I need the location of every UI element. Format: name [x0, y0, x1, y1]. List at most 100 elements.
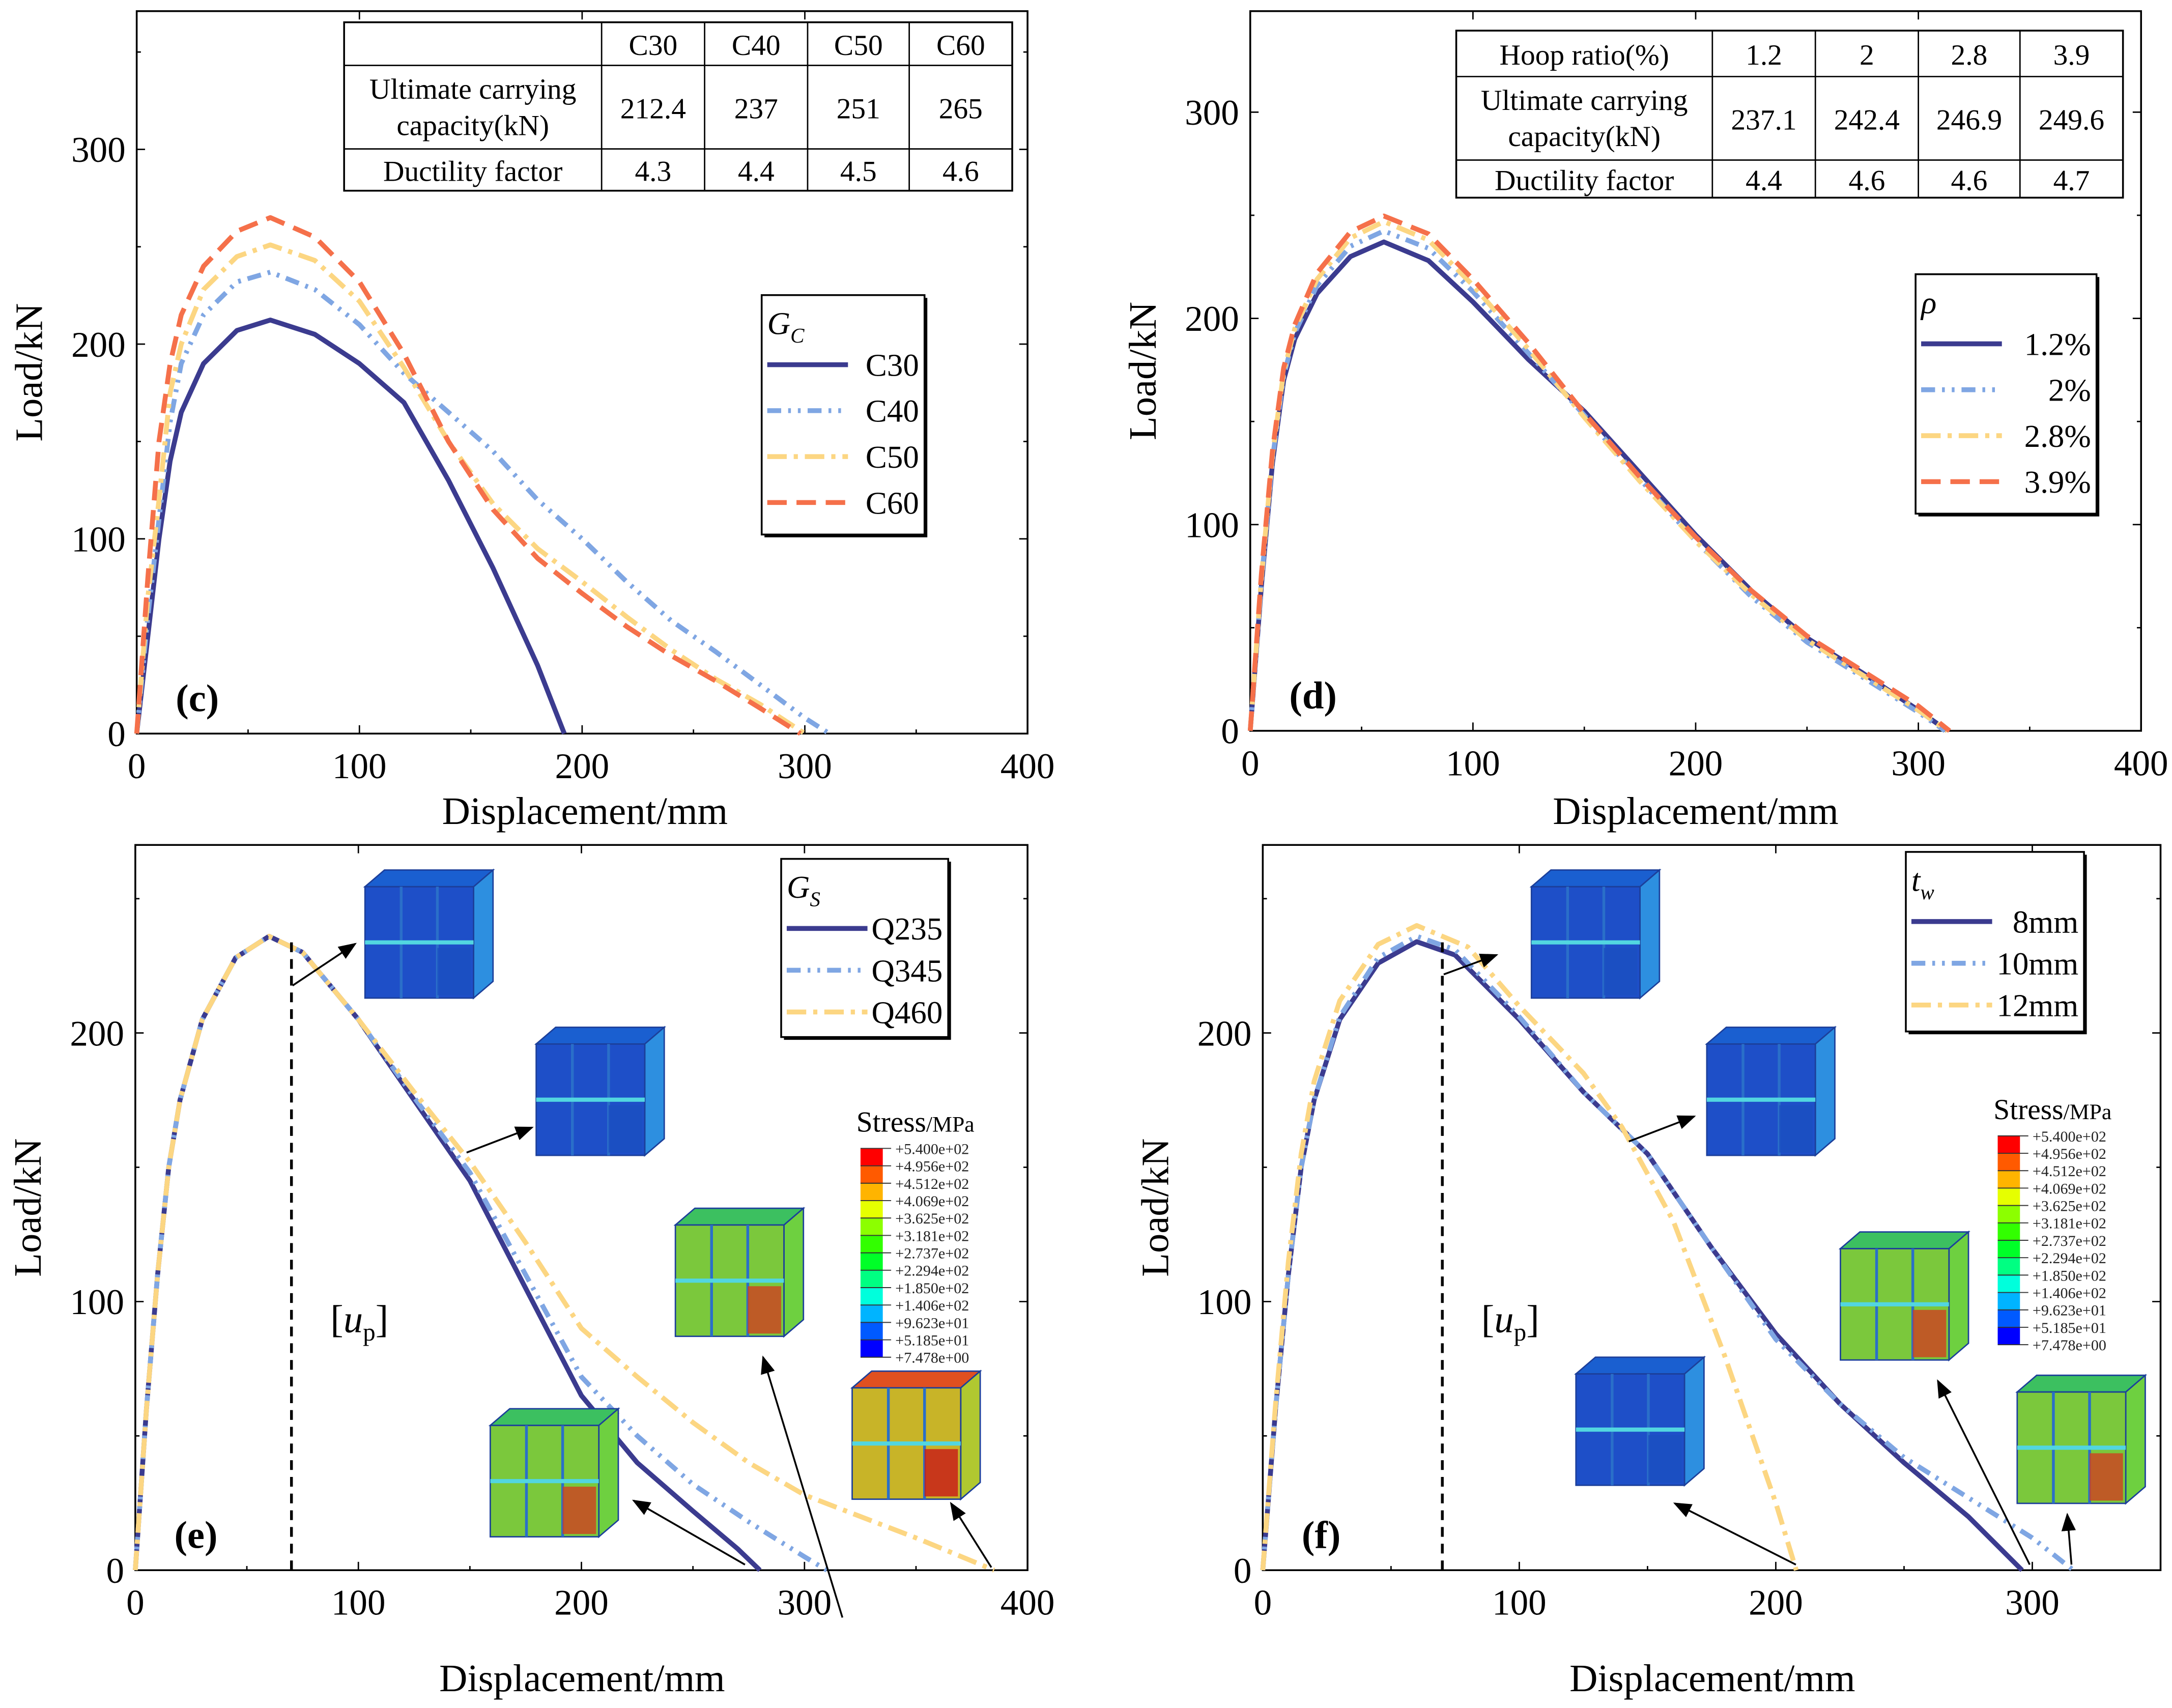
bracket: ] [1526, 1298, 1539, 1341]
legend-box [780, 858, 950, 1038]
fe-hotspot [2090, 1453, 2123, 1501]
fe-model-q345-e [673, 1207, 806, 1338]
marker-subscript: p [363, 1318, 376, 1346]
y-axis-label: Load/kN [6, 1138, 49, 1277]
legend-item-label: 1.2% [2024, 326, 2091, 362]
stress-value-label: +5.185e+01 [2033, 1319, 2106, 1336]
series-line-2% [1247, 228, 1947, 733]
chart-panel-e: 0 100 200 300 400 0 100 200 Displacement/mm Load/… [6, 844, 1054, 1700]
fe-side-face [783, 1207, 805, 1338]
stress-value-label: +7.478e+00 [895, 1349, 969, 1367]
stress-color-band [1997, 1240, 2020, 1258]
fe-top-face [534, 1027, 666, 1045]
up-marker-label: [up] [330, 1298, 388, 1346]
legend-box [1914, 273, 2098, 515]
legend-box [760, 294, 926, 536]
series-line-3.9% [1247, 213, 1951, 733]
fe-top-face [1838, 1231, 1970, 1249]
stress-legend: Stress/MPa +5.400e+02+4.956e+02+4.512e+02… [1993, 1094, 2111, 1354]
legend-item-label: C40 [866, 393, 919, 429]
stress-color-band [1997, 1171, 2020, 1188]
legend-box [1905, 851, 2085, 1033]
x-tick-label: 100 [1446, 744, 1500, 783]
stress-value-label: +1.406e+02 [895, 1297, 969, 1314]
x-tick-label: 0 [126, 1583, 145, 1623]
up-marker-label: [up] [1481, 1298, 1539, 1346]
table-cell: 2 [1860, 39, 1874, 71]
stress-color-band [1997, 1292, 2020, 1310]
legend-item-label: 8mm [2013, 904, 2078, 940]
stress-color-band [860, 1287, 883, 1305]
fe-side-face [1683, 1355, 1705, 1487]
stress-value-label: +4.512e+02 [895, 1175, 969, 1192]
series-line-Q460 [133, 933, 995, 1573]
stress-value-label: +3.181e+02 [2033, 1215, 2106, 1232]
y-tick-label: 200 [71, 325, 126, 365]
legend-title-subscript: S [810, 888, 820, 911]
y-tick-label: 100 [70, 1283, 124, 1322]
fe-hotspot [1912, 1310, 1947, 1357]
table-cell: 237 [734, 93, 778, 125]
stress-value-label: +2.737e+02 [895, 1245, 969, 1262]
fe-hotspot [924, 1449, 958, 1497]
fe-model-peak-f [1529, 868, 1662, 1000]
stress-value-label: +2.294e+02 [2033, 1249, 2106, 1267]
x-tick-label: 300 [2005, 1583, 2060, 1623]
fe-model-12mm-f [1574, 1355, 1706, 1487]
series-line-12mm [1260, 923, 1799, 1571]
stress-value-label: +2.737e+02 [2033, 1232, 2106, 1249]
legend-title-subscript: w [1920, 880, 1934, 904]
table-cell: 249.6 [2039, 104, 2104, 136]
annotation-arrow [1937, 1379, 2031, 1565]
table-cell: 4.6 [942, 156, 979, 188]
x-tick-label: 400 [2114, 744, 2168, 783]
table-cell: C30 [629, 30, 678, 62]
stress-color-band [1997, 1135, 2020, 1154]
stress-color-band [860, 1340, 883, 1357]
x-axis-label: Displacement/mm [1569, 1657, 1855, 1700]
stress-color-band [860, 1270, 883, 1288]
annotation-arrow [761, 1355, 844, 1618]
table-cell: 4.5 [840, 156, 877, 188]
table-cell: Hoop ratio(%) [1500, 39, 1669, 71]
table-cell: Ultimate carrying capacity(kN) [369, 73, 577, 141]
y-tick-label: 0 [1221, 712, 1239, 752]
legend-item-label: C50 [866, 439, 919, 475]
x-tick-label: 400 [1001, 747, 1055, 786]
table-cell: Ductility factor [383, 156, 562, 188]
table-cell: Ultimate carrying capacity(kN) [1481, 84, 1688, 153]
fe-side-face [473, 868, 494, 1000]
fe-top-face [1705, 1027, 1837, 1045]
y-tick-label: 300 [1185, 93, 1239, 133]
stress-color-band [860, 1201, 883, 1218]
table-cell: Ductility factor [1495, 164, 1674, 196]
legend-item-label: 2% [2048, 373, 2091, 408]
stress-color-band [1997, 1258, 2020, 1275]
stress-value-label: +1.850e+02 [895, 1279, 969, 1297]
series-line-Q235 [133, 933, 762, 1572]
table-cell: C60 [936, 30, 985, 62]
table-border [1455, 30, 2124, 199]
x-tick-label: 300 [778, 747, 832, 786]
fe-hotspot [1604, 948, 1638, 995]
stress-legend-title: Stress/MPa [1993, 1094, 2111, 1126]
stress-color-band [860, 1252, 883, 1270]
x-tick-label: 0 [1254, 1583, 1272, 1623]
x-tick-label: 200 [1749, 1583, 1803, 1623]
legend-item-label: 10mm [1996, 946, 2078, 982]
y-tick-label: 100 [1185, 505, 1239, 545]
table-cell: 4.7 [2053, 164, 2090, 196]
fe-top-face [363, 869, 495, 888]
chart-panel-d: 0 100 200 300 400 0 100 200 300 Displacement/mm Lo… [1121, 10, 2168, 833]
table-cell: 2.8 [1951, 39, 1988, 71]
x-tick-label: 200 [554, 1583, 609, 1623]
stress-value-label: +1.406e+02 [2033, 1285, 2106, 1302]
fe-top-face [1574, 1356, 1706, 1375]
table-cell: 3.9 [2053, 39, 2090, 71]
stress-value-label: +3.181e+02 [895, 1227, 969, 1244]
stress-color-band [1997, 1188, 2020, 1206]
marker-symbol: u [1494, 1298, 1513, 1341]
x-axis-label: Displacement/mm [439, 1657, 725, 1700]
panel-label: (e) [174, 1513, 217, 1556]
legend-item-label: Q460 [872, 994, 943, 1030]
